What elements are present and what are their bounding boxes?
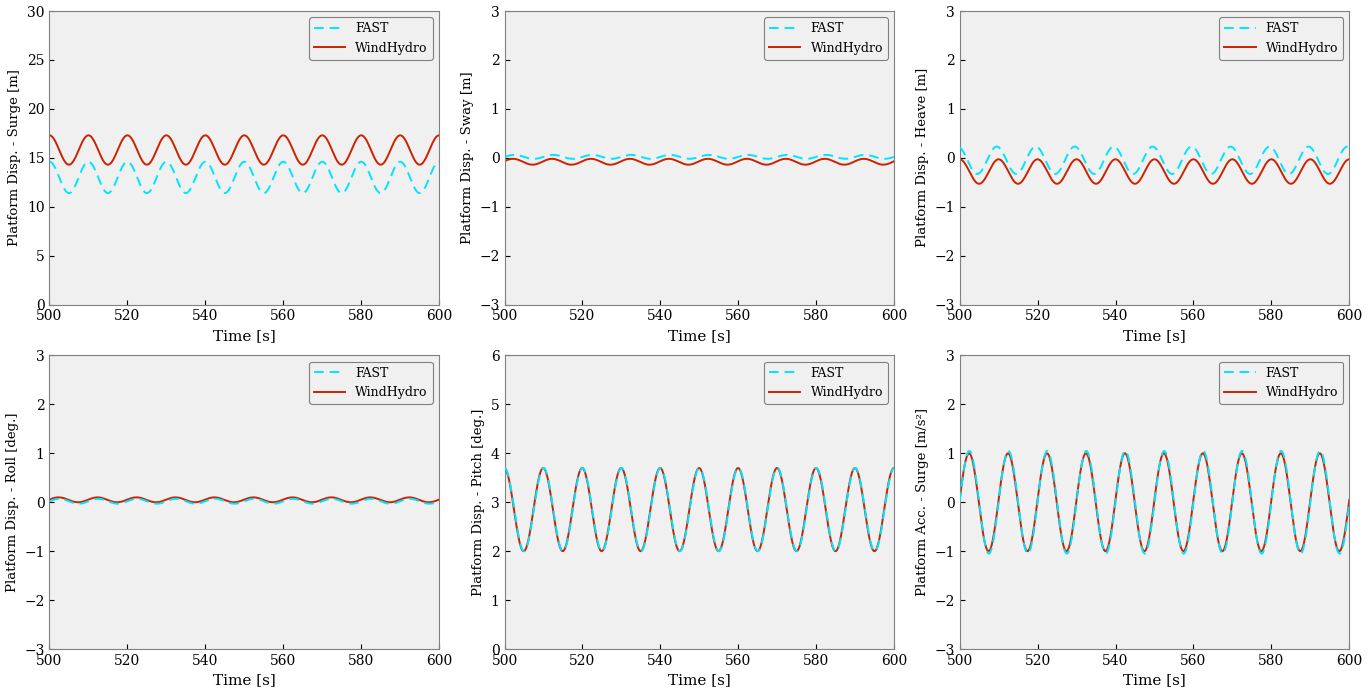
Y-axis label: Platform Disp. - Roll [deg.]: Platform Disp. - Roll [deg.] xyxy=(5,412,19,592)
Y-axis label: Platform Disp. - Surge [m]: Platform Disp. - Surge [m] xyxy=(8,69,22,246)
Legend: FAST, WindHydro: FAST, WindHydro xyxy=(309,362,432,404)
Legend: FAST, WindHydro: FAST, WindHydro xyxy=(765,362,888,404)
Y-axis label: Platform Acc. - Surge [m/s²]: Platform Acc. - Surge [m/s²] xyxy=(915,408,929,596)
Y-axis label: Platform Disp. - Sway [m]: Platform Disp. - Sway [m] xyxy=(461,71,473,244)
Y-axis label: Platform Disp. - Heave [m]: Platform Disp. - Heave [m] xyxy=(915,68,929,247)
X-axis label: Time [s]: Time [s] xyxy=(213,674,276,687)
Legend: FAST, WindHydro: FAST, WindHydro xyxy=(765,17,888,60)
X-axis label: Time [s]: Time [s] xyxy=(668,329,731,343)
X-axis label: Time [s]: Time [s] xyxy=(213,329,276,343)
X-axis label: Time [s]: Time [s] xyxy=(668,674,731,687)
X-axis label: Time [s]: Time [s] xyxy=(1123,674,1186,687)
X-axis label: Time [s]: Time [s] xyxy=(1123,329,1186,343)
Legend: FAST, WindHydro: FAST, WindHydro xyxy=(1219,362,1343,404)
Legend: FAST, WindHydro: FAST, WindHydro xyxy=(309,17,432,60)
Y-axis label: Platform Disp. - Pitch [deg.]: Platform Disp. - Pitch [deg.] xyxy=(472,409,486,596)
Legend: FAST, WindHydro: FAST, WindHydro xyxy=(1219,17,1343,60)
